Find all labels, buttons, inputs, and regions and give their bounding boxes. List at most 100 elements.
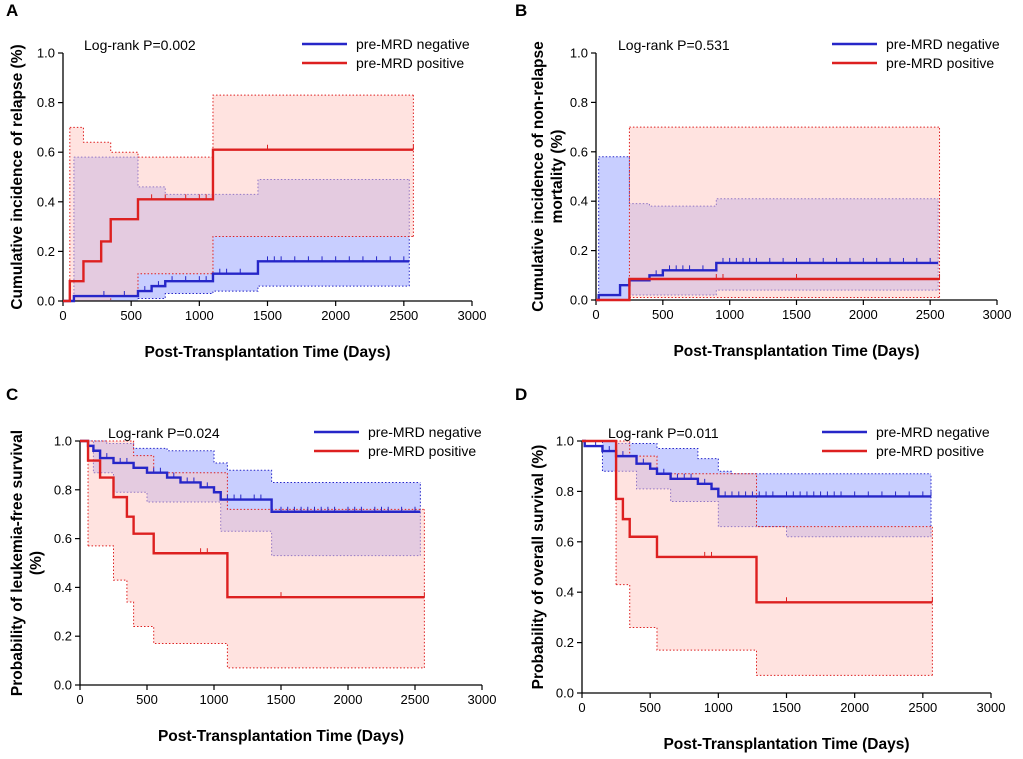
ci-upper-positive <box>88 440 425 510</box>
legend-label-positive: pre-MRD positive <box>886 55 994 71</box>
x-axis-title: Post-Transplantation Time (Days) <box>158 728 404 745</box>
panel-d: 0 500 1000 1500 2000 2500 3000 0.0 0.2 0.4 0.6 0.8 1… <box>515 385 1005 753</box>
legend-label-negative: pre-MRD negative <box>356 36 470 52</box>
y-tick-label: 0.4 <box>556 585 574 600</box>
ci-lower-positive <box>616 584 933 676</box>
ci-band-positive <box>88 441 425 668</box>
ci-upper-negative <box>582 440 932 475</box>
y-axis-title: Cumulative incidence of non-relapse <box>530 41 547 312</box>
ci-lower-negative <box>73 285 410 302</box>
ci-upper-positive <box>616 440 933 528</box>
log-rank-annotation: Log-rank P=0.011 <box>608 425 719 441</box>
x-tick-label: 2000 <box>849 307 878 322</box>
x-tick-label: 1000 <box>715 307 744 322</box>
log-rank-annotation: Log-rank P=0.002 <box>84 37 196 53</box>
x-tick-label: 500 <box>652 307 674 322</box>
x-tick-label: 1500 <box>772 700 801 715</box>
panel-c: 0 500 1000 1500 2000 2500 3000 0.0 0.2 0.4 0.6 0.8 1… <box>6 385 496 745</box>
y-tick-label: 1.0 <box>556 434 574 449</box>
ci-band-positive <box>616 441 933 676</box>
log-rank-annotation: Log-rank P=0.024 <box>108 425 220 441</box>
x-tick-label: 1500 <box>267 692 296 707</box>
panel-b: 0 500 1000 1500 2000 2500 3000 0.0 0.2 0.4 0.6 0.8 1… <box>515 1 1011 360</box>
y-tick-label: 0.6 <box>54 531 72 546</box>
curve-positive <box>596 277 940 302</box>
x-tick-label: 1000 <box>200 692 229 707</box>
y-tick-label: 0.8 <box>556 484 574 499</box>
ci-band-positive <box>629 127 940 298</box>
y-axis-title: mortality (%) <box>549 130 566 224</box>
y-tick-label: 1.0 <box>54 434 72 449</box>
x-tick-label: 1000 <box>185 308 214 323</box>
x-tick-label: 3000 <box>468 692 497 707</box>
panel-label: D <box>515 385 527 404</box>
x-axis-title: Post-Transplantation Time (Days) <box>144 344 390 361</box>
x-tick-label: 1500 <box>782 307 811 322</box>
panel-a: 0 500 1000 1500 2000 2500 3000 0.0 0.2 0.4 0.6 0.8 1… <box>6 1 486 361</box>
y-axis-title: Probability of overall survival (%) <box>530 445 547 690</box>
ci-band-positive <box>69 95 414 301</box>
x-tick-label: 0 <box>76 692 83 707</box>
ci-lower-positive <box>69 236 414 302</box>
y-tick-label: 0.8 <box>570 95 588 110</box>
y-tick-label: 0.2 <box>556 635 574 650</box>
panel-label: A <box>6 1 18 20</box>
x-tick-label: 2500 <box>401 692 430 707</box>
y-axis-title: (%) <box>28 551 45 575</box>
ci-lower-positive <box>88 545 425 669</box>
curve-negative <box>582 439 932 498</box>
x-axis-title: Post-Transplantation Time (Days) <box>663 736 909 753</box>
curve-positive <box>80 439 425 599</box>
y-tick-label: 0.4 <box>54 580 72 595</box>
x-tick-label: 500 <box>120 308 142 323</box>
y-tick-label: 0.8 <box>54 482 72 497</box>
ci-upper-positive <box>69 94 414 158</box>
y-tick-label: 0.6 <box>570 144 588 159</box>
legend-label-positive: pre-MRD positive <box>356 55 464 71</box>
x-tick-label: 0 <box>578 700 585 715</box>
y-tick-label: 0.6 <box>37 145 55 160</box>
y-tick-label: 0.0 <box>54 678 72 693</box>
y-tick-label: 0.0 <box>570 293 588 308</box>
legend-label-negative: pre-MRD negative <box>886 36 1000 52</box>
y-tick-label: 0.6 <box>556 534 574 549</box>
x-tick-label: 2500 <box>908 700 937 715</box>
x-tick-label: 2000 <box>321 308 350 323</box>
y-tick-label: 0.4 <box>37 194 55 209</box>
x-tick-label: 0 <box>59 308 66 323</box>
curve-negative <box>596 261 939 302</box>
x-tick-label: 3000 <box>983 307 1012 322</box>
x-tick-label: 500 <box>136 692 158 707</box>
y-tick-label: 0.0 <box>37 294 55 309</box>
y-tick-label: 0.2 <box>54 629 72 644</box>
x-tick-label: 2500 <box>916 307 945 322</box>
y-axis-title: Cumulative incidence of relapse (%) <box>9 44 26 309</box>
log-rank-annotation: Log-rank P=0.531 <box>618 37 730 53</box>
curve-positive <box>582 439 933 604</box>
x-tick-label: 0 <box>592 307 599 322</box>
legend-label-positive: pre-MRD positive <box>876 443 984 459</box>
x-tick-label: 3000 <box>458 308 487 323</box>
legend-label-positive: pre-MRD positive <box>368 443 476 459</box>
y-tick-label: 1.0 <box>570 46 588 61</box>
y-tick-label: 0.8 <box>37 95 55 110</box>
panel-label: C <box>6 385 18 404</box>
y-tick-label: 0.4 <box>570 194 588 209</box>
curve-negative <box>80 439 421 513</box>
x-tick-label: 1000 <box>704 700 733 715</box>
x-tick-label: 1500 <box>253 308 282 323</box>
legend-label-negative: pre-MRD negative <box>876 424 990 440</box>
y-tick-label: 0.2 <box>37 244 55 259</box>
x-tick-label: 500 <box>639 700 661 715</box>
x-tick-label: 2000 <box>840 700 869 715</box>
y-tick-label: 1.0 <box>37 46 55 61</box>
y-tick-label: 0.0 <box>556 686 574 701</box>
panel-label: B <box>515 1 527 20</box>
y-tick-label: 0.2 <box>570 243 588 258</box>
x-axis-title: Post-Transplantation Time (Days) <box>673 343 919 360</box>
curve-positive <box>63 148 414 303</box>
legend-label-negative: pre-MRD negative <box>368 424 482 440</box>
x-tick-label: 3000 <box>977 700 1006 715</box>
y-axis-title: Probability of leukemia-free survival <box>9 430 26 696</box>
